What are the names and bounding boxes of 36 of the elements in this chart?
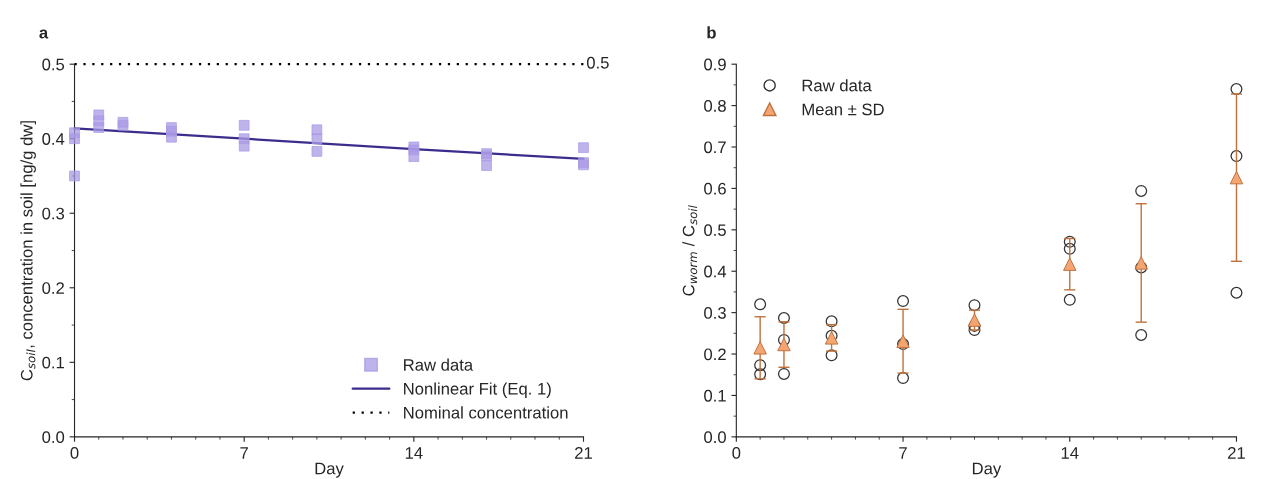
x-tick-label: 7 xyxy=(899,447,907,459)
legend-label: Mean ± SD xyxy=(802,103,884,116)
y-tick-label: 0.6 xyxy=(704,182,726,195)
x-tick-label: 7 xyxy=(240,447,248,459)
y-tick-label: 0.5 xyxy=(42,58,65,71)
y-tick-label: 0.7 xyxy=(704,141,726,154)
y-tick-label: 0.0 xyxy=(704,431,726,444)
y-tick-label: 0.8 xyxy=(704,99,726,112)
legend-label: Nominal concentration xyxy=(404,406,568,419)
y-tick-label: 0.2 xyxy=(42,282,64,294)
y-tick-label: 0.4 xyxy=(704,265,727,278)
legend-label: Nonlinear Fit (Eq. 1) xyxy=(404,382,551,398)
y-tick-label: 0.1 xyxy=(42,356,64,369)
chart-title: b xyxy=(707,26,716,39)
annotation: 0.5 xyxy=(586,56,609,69)
y-tick-label: 0.4 xyxy=(42,133,65,145)
x-tick-label: 21 xyxy=(1228,447,1245,459)
x-tick-label: 21 xyxy=(575,447,592,459)
y-tick-label: 0.2 xyxy=(704,348,726,361)
y-tick-label: 0.9 xyxy=(704,58,726,71)
legend-label: Raw data xyxy=(404,358,474,371)
y-axis-title: C$_{worm}$ / C$_{soil}$ xyxy=(682,205,698,296)
y-tick-label: 0.5 xyxy=(704,224,726,237)
legend-label: Raw data xyxy=(802,79,872,92)
y-tick-label: 0.0 xyxy=(42,431,65,444)
x-tick-label: 0 xyxy=(732,447,741,459)
x-axis-title: Day xyxy=(315,462,344,478)
x-axis-title: Day xyxy=(972,462,1002,478)
x-tick-label: 0 xyxy=(70,447,79,459)
chart-title: a xyxy=(39,29,49,39)
y-tick-label: 0.3 xyxy=(704,307,726,319)
y-tick-label: 0.1 xyxy=(704,389,726,402)
x-tick-label: 14 xyxy=(405,447,423,459)
y-axis-title: C$_{soil}$, concentration in soil [ng/g dw] xyxy=(20,121,36,381)
y-tick-label: 0.3 xyxy=(42,207,65,220)
x-tick-label: 14 xyxy=(1061,447,1079,459)
